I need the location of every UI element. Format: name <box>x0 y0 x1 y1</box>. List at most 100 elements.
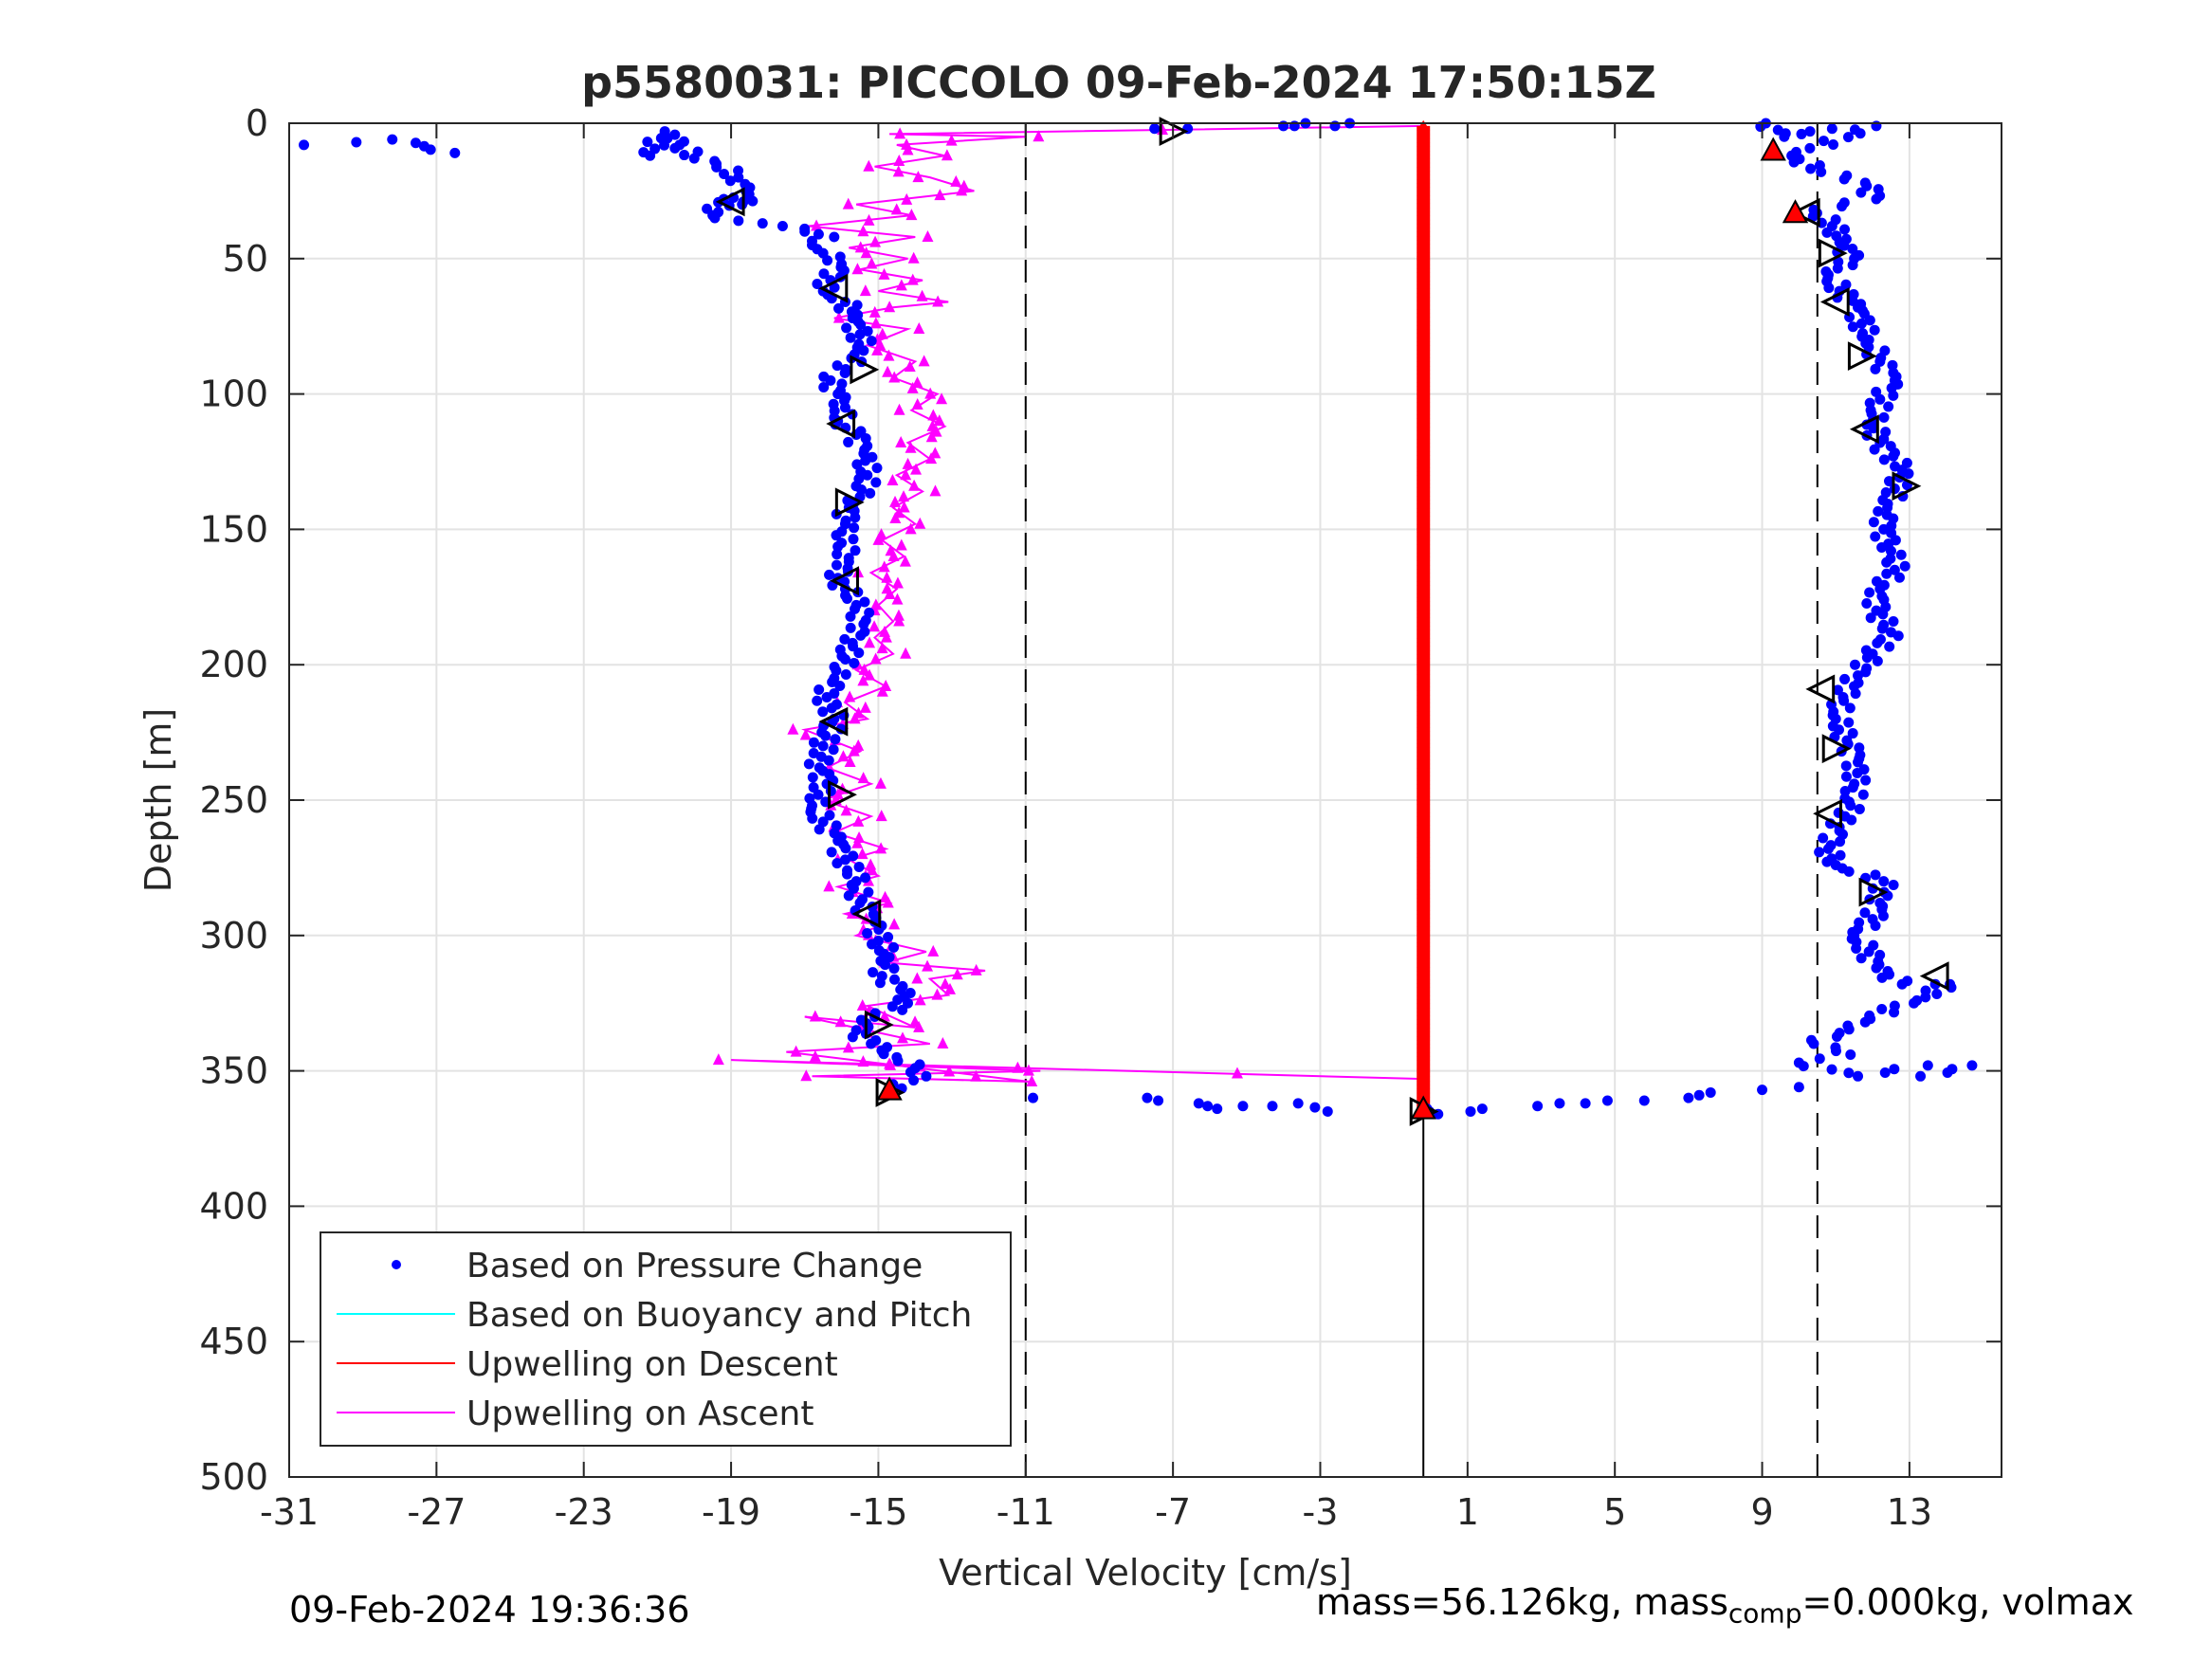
pressure-point <box>449 147 461 158</box>
pressure-point <box>1804 126 1816 137</box>
y-axis-label: Depth [m] <box>137 708 179 893</box>
ascent-point <box>842 1041 854 1053</box>
y-tick-label: 500 <box>199 1456 268 1498</box>
pressure-point <box>642 137 653 148</box>
y-axis-ticks: 0 50 100 150 200 250 300 350 400 450 500 <box>199 102 2002 1498</box>
pressure-point <box>831 559 842 571</box>
pressure-point <box>818 268 830 280</box>
pressure-point <box>849 657 860 668</box>
pressure-point <box>833 302 845 314</box>
upwelling-ascent-series <box>712 123 1430 1087</box>
ascent-point <box>1026 1075 1038 1087</box>
pressure-point <box>1807 210 1819 222</box>
red-marker <box>1410 1095 1436 1120</box>
pressure-point <box>1854 804 1865 815</box>
triangle-marker <box>1858 877 1889 907</box>
pressure-point <box>1830 1046 1841 1057</box>
ascent-point <box>933 414 945 427</box>
pressure-point <box>1888 616 1899 628</box>
triangle-marker <box>851 899 882 929</box>
pressure-point <box>814 824 825 835</box>
ascent-point <box>882 365 894 377</box>
pressure-point <box>821 691 832 702</box>
pressure-point <box>1844 702 1856 714</box>
pressure-point <box>1816 166 1827 177</box>
pressure-point <box>830 734 841 745</box>
pressure-point <box>1903 468 1914 480</box>
ascent-point <box>914 994 926 1006</box>
triangle-marker <box>1849 414 1879 445</box>
ascent-point <box>895 279 907 291</box>
mass-suffix: =0.000kg, volmax <box>1801 1581 2134 1623</box>
legend-label: Based on Pressure Change <box>466 1247 923 1285</box>
ascent-point <box>809 1049 821 1062</box>
ascent-point <box>893 403 905 415</box>
ascent-point <box>852 814 865 827</box>
ascent-point <box>857 1055 869 1067</box>
pressure-point <box>1870 921 1881 932</box>
pressure-point <box>1861 597 1873 609</box>
pressure-point <box>1826 1064 1837 1075</box>
pressure-point <box>1837 201 1848 212</box>
pressure-point <box>814 684 825 695</box>
pressure-point <box>850 545 861 556</box>
ascent-point <box>939 977 951 990</box>
pressure-point <box>1149 123 1161 135</box>
pressure-point <box>845 622 856 633</box>
pressure-point <box>905 1066 916 1078</box>
pressure-point <box>853 861 865 872</box>
pressure-point <box>829 231 840 243</box>
pressure-point <box>1818 136 1829 147</box>
pressure-point <box>817 740 829 752</box>
pressure-point <box>808 737 819 748</box>
x-tick-label: -3 <box>1303 1491 1339 1533</box>
ascent-point <box>937 1037 949 1049</box>
legend-swatch-dot <box>392 1260 401 1269</box>
ascent-point <box>875 810 887 822</box>
ascent-point <box>913 322 925 335</box>
pressure-point <box>840 668 851 680</box>
pressure-point <box>855 629 867 641</box>
ascent-point <box>958 179 970 191</box>
pressure-point <box>1878 876 1890 887</box>
ascent-point <box>907 251 920 264</box>
pressure-point <box>847 1031 858 1043</box>
mass-info: mass=56.126kg, masscomp=0.000kg, volmax <box>1316 1581 2133 1630</box>
pressure-point <box>1840 760 1852 772</box>
ascent-point <box>857 674 869 686</box>
pressure-point <box>777 221 788 232</box>
pressure-point <box>1885 545 1896 556</box>
ascent-point <box>859 701 871 713</box>
triangle-marker <box>818 706 849 737</box>
ascent-point <box>856 848 868 860</box>
ascent-point <box>891 592 904 605</box>
ascent-point <box>900 468 912 481</box>
ascent-point <box>1033 130 1045 142</box>
triangle-marker <box>864 1010 894 1040</box>
pressure-point <box>1828 138 1839 150</box>
pressure-point <box>839 367 850 378</box>
pressure-point <box>1851 943 1862 955</box>
pressure-point <box>1887 359 1898 371</box>
pressure-point <box>834 680 846 691</box>
pressure-point <box>878 1048 889 1060</box>
ascent-point <box>889 495 902 507</box>
pressure-point <box>688 153 700 164</box>
pressure-point <box>1292 1098 1304 1109</box>
x-tick-label: -15 <box>849 1491 907 1533</box>
pressure-point <box>1899 560 1910 572</box>
pressure-point <box>1869 444 1880 455</box>
ascent-point <box>922 959 934 972</box>
pressure-point <box>1693 1089 1705 1101</box>
ascent-point <box>1231 1066 1243 1079</box>
ascent-point <box>875 528 887 540</box>
ascent-point <box>893 154 905 166</box>
ascent-point <box>875 842 887 854</box>
ascent-point <box>918 355 930 367</box>
pressure-point <box>1877 910 1889 921</box>
ascent-point <box>799 728 812 740</box>
triangle-marker <box>834 487 865 518</box>
pressure-point <box>1852 767 1863 778</box>
ascent-point <box>901 137 913 150</box>
ascent-point <box>851 263 864 275</box>
